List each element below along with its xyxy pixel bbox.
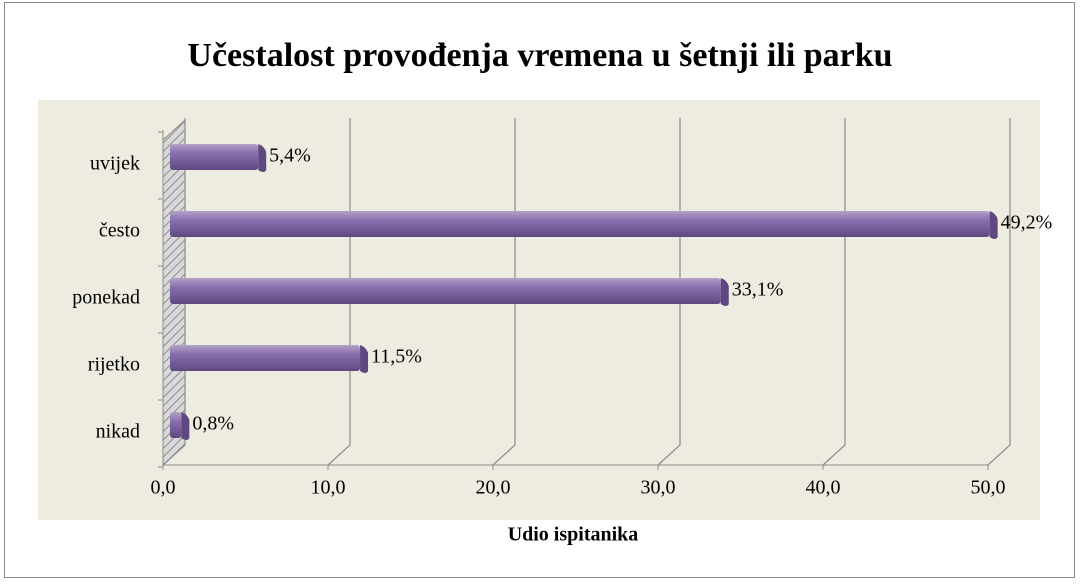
y-tick-label: uvijek (90, 153, 140, 175)
x-tick-label: 20,0 (476, 477, 511, 499)
y-tick-label: rijetko (88, 354, 140, 376)
bar (170, 144, 259, 170)
value-label: 0,8% (192, 413, 234, 435)
value-label: 33,1% (732, 279, 784, 301)
value-label: 5,4% (269, 145, 311, 167)
y-tick-label: nikad (96, 421, 140, 443)
x-axis-label: Udio ispitanika (508, 524, 639, 546)
value-label: 49,2% (1001, 212, 1053, 234)
x-tick-label: 50,0 (971, 477, 1006, 499)
bar (170, 211, 990, 237)
bar-end (360, 345, 369, 373)
grid-line (987, 118, 1011, 466)
y-tick-label: ponekad (72, 287, 140, 309)
y-tick-label: često (99, 220, 140, 242)
bar (170, 345, 361, 371)
x-tick-label: 30,0 (641, 477, 676, 499)
bar-end (720, 278, 729, 306)
x-tick-label: 10,0 (311, 477, 346, 499)
value-label: 11,5% (371, 346, 422, 368)
bar-end (258, 144, 267, 172)
bar (170, 412, 182, 438)
plot: 0,0 10,0 20,0 30,0 40,0 50,0 uvijek 5,4% često 49… (72, 118, 1052, 499)
x-tick-label: 40,0 (806, 477, 841, 499)
bar-end (181, 412, 190, 440)
x-tick-label: 0,0 (151, 477, 176, 499)
bar-end (989, 211, 998, 239)
chart-title: Učestalost provođenja vremena u šetnji i… (187, 37, 892, 74)
bar (170, 278, 721, 304)
